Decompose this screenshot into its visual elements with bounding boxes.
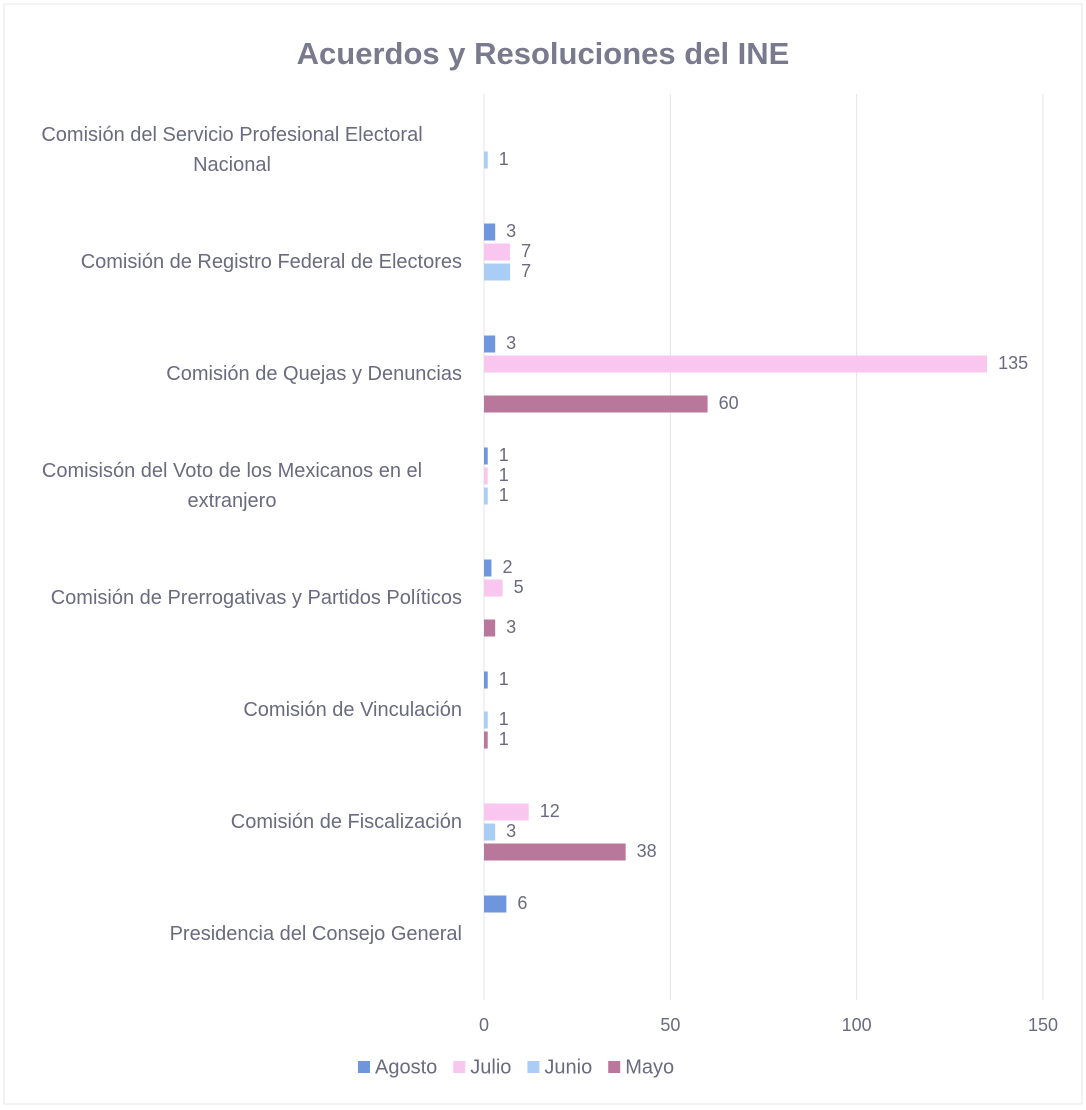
bar (484, 559, 492, 577)
legend-swatch (527, 1061, 540, 1073)
bar (484, 223, 496, 241)
y-tick-label: Comisión del Servicio Profesional Electo… (41, 124, 423, 176)
legend-label: Junio (544, 1056, 592, 1078)
bar (484, 579, 503, 597)
bar (484, 395, 708, 413)
bar (484, 263, 511, 281)
bar (484, 151, 488, 169)
legend-swatch (453, 1061, 466, 1073)
value-label: 135 (998, 353, 1028, 373)
legend-label: Mayo (625, 1056, 674, 1078)
bar (484, 467, 488, 485)
value-label: 1 (499, 709, 509, 729)
x-tick-label: 50 (660, 1015, 680, 1035)
value-label: 3 (506, 821, 516, 841)
x-tick-label: 150 (1028, 1015, 1058, 1035)
value-label: 1 (499, 669, 509, 689)
x-tick-label: 0 (479, 1015, 489, 1035)
value-label: 7 (521, 241, 531, 261)
y-tick-label: Comisión de Prerrogativas y Partidos Pol… (50, 587, 462, 609)
bar (484, 335, 496, 353)
value-label: 1 (499, 729, 509, 749)
bar (484, 803, 529, 821)
chart-title: Acuerdos y Resoluciones del INE (297, 36, 790, 71)
bar (484, 711, 488, 729)
bar (484, 895, 507, 913)
value-label: 5 (514, 577, 524, 597)
value-label: 3 (506, 333, 516, 353)
legend-swatch (358, 1061, 370, 1073)
y-tick-label: Comisión de Vinculación (243, 699, 462, 721)
value-label: 38 (637, 841, 657, 861)
y-tick-label: Comisisón del Voto de los Mexicanos en e… (41, 460, 423, 512)
value-label: 1 (499, 445, 509, 465)
legend-label: Julio (470, 1056, 511, 1078)
value-label: 3 (506, 221, 516, 241)
y-tick-label: Comisión de Quejas y Denuncias (166, 363, 462, 385)
value-label: 3 (506, 617, 516, 637)
x-tick-label: 100 (842, 1015, 872, 1035)
bar (484, 843, 626, 861)
legend-label: Agosto (375, 1056, 437, 1078)
value-label: 6 (517, 893, 527, 913)
value-label: 12 (540, 801, 560, 821)
y-tick-label: Comisión de Fiscalización (230, 811, 462, 833)
y-tick-label: Presidencia del Consejo General (169, 923, 462, 945)
bar (484, 355, 988, 373)
value-label: 1 (499, 485, 509, 505)
bar (484, 823, 496, 841)
y-tick-label: Comisión de Registro Federal de Electore… (80, 251, 462, 273)
value-label: 7 (521, 261, 531, 281)
legend-swatch (608, 1061, 621, 1073)
bar (484, 487, 488, 505)
value-label: 1 (499, 465, 509, 485)
value-label: 1 (499, 149, 509, 169)
value-label: 60 (719, 393, 739, 413)
bar (484, 447, 488, 465)
frame (3, 3, 1083, 1105)
bar (484, 731, 488, 749)
value-label: 2 (502, 557, 512, 577)
bar (484, 243, 511, 261)
bar (484, 671, 488, 689)
bar (484, 619, 496, 637)
